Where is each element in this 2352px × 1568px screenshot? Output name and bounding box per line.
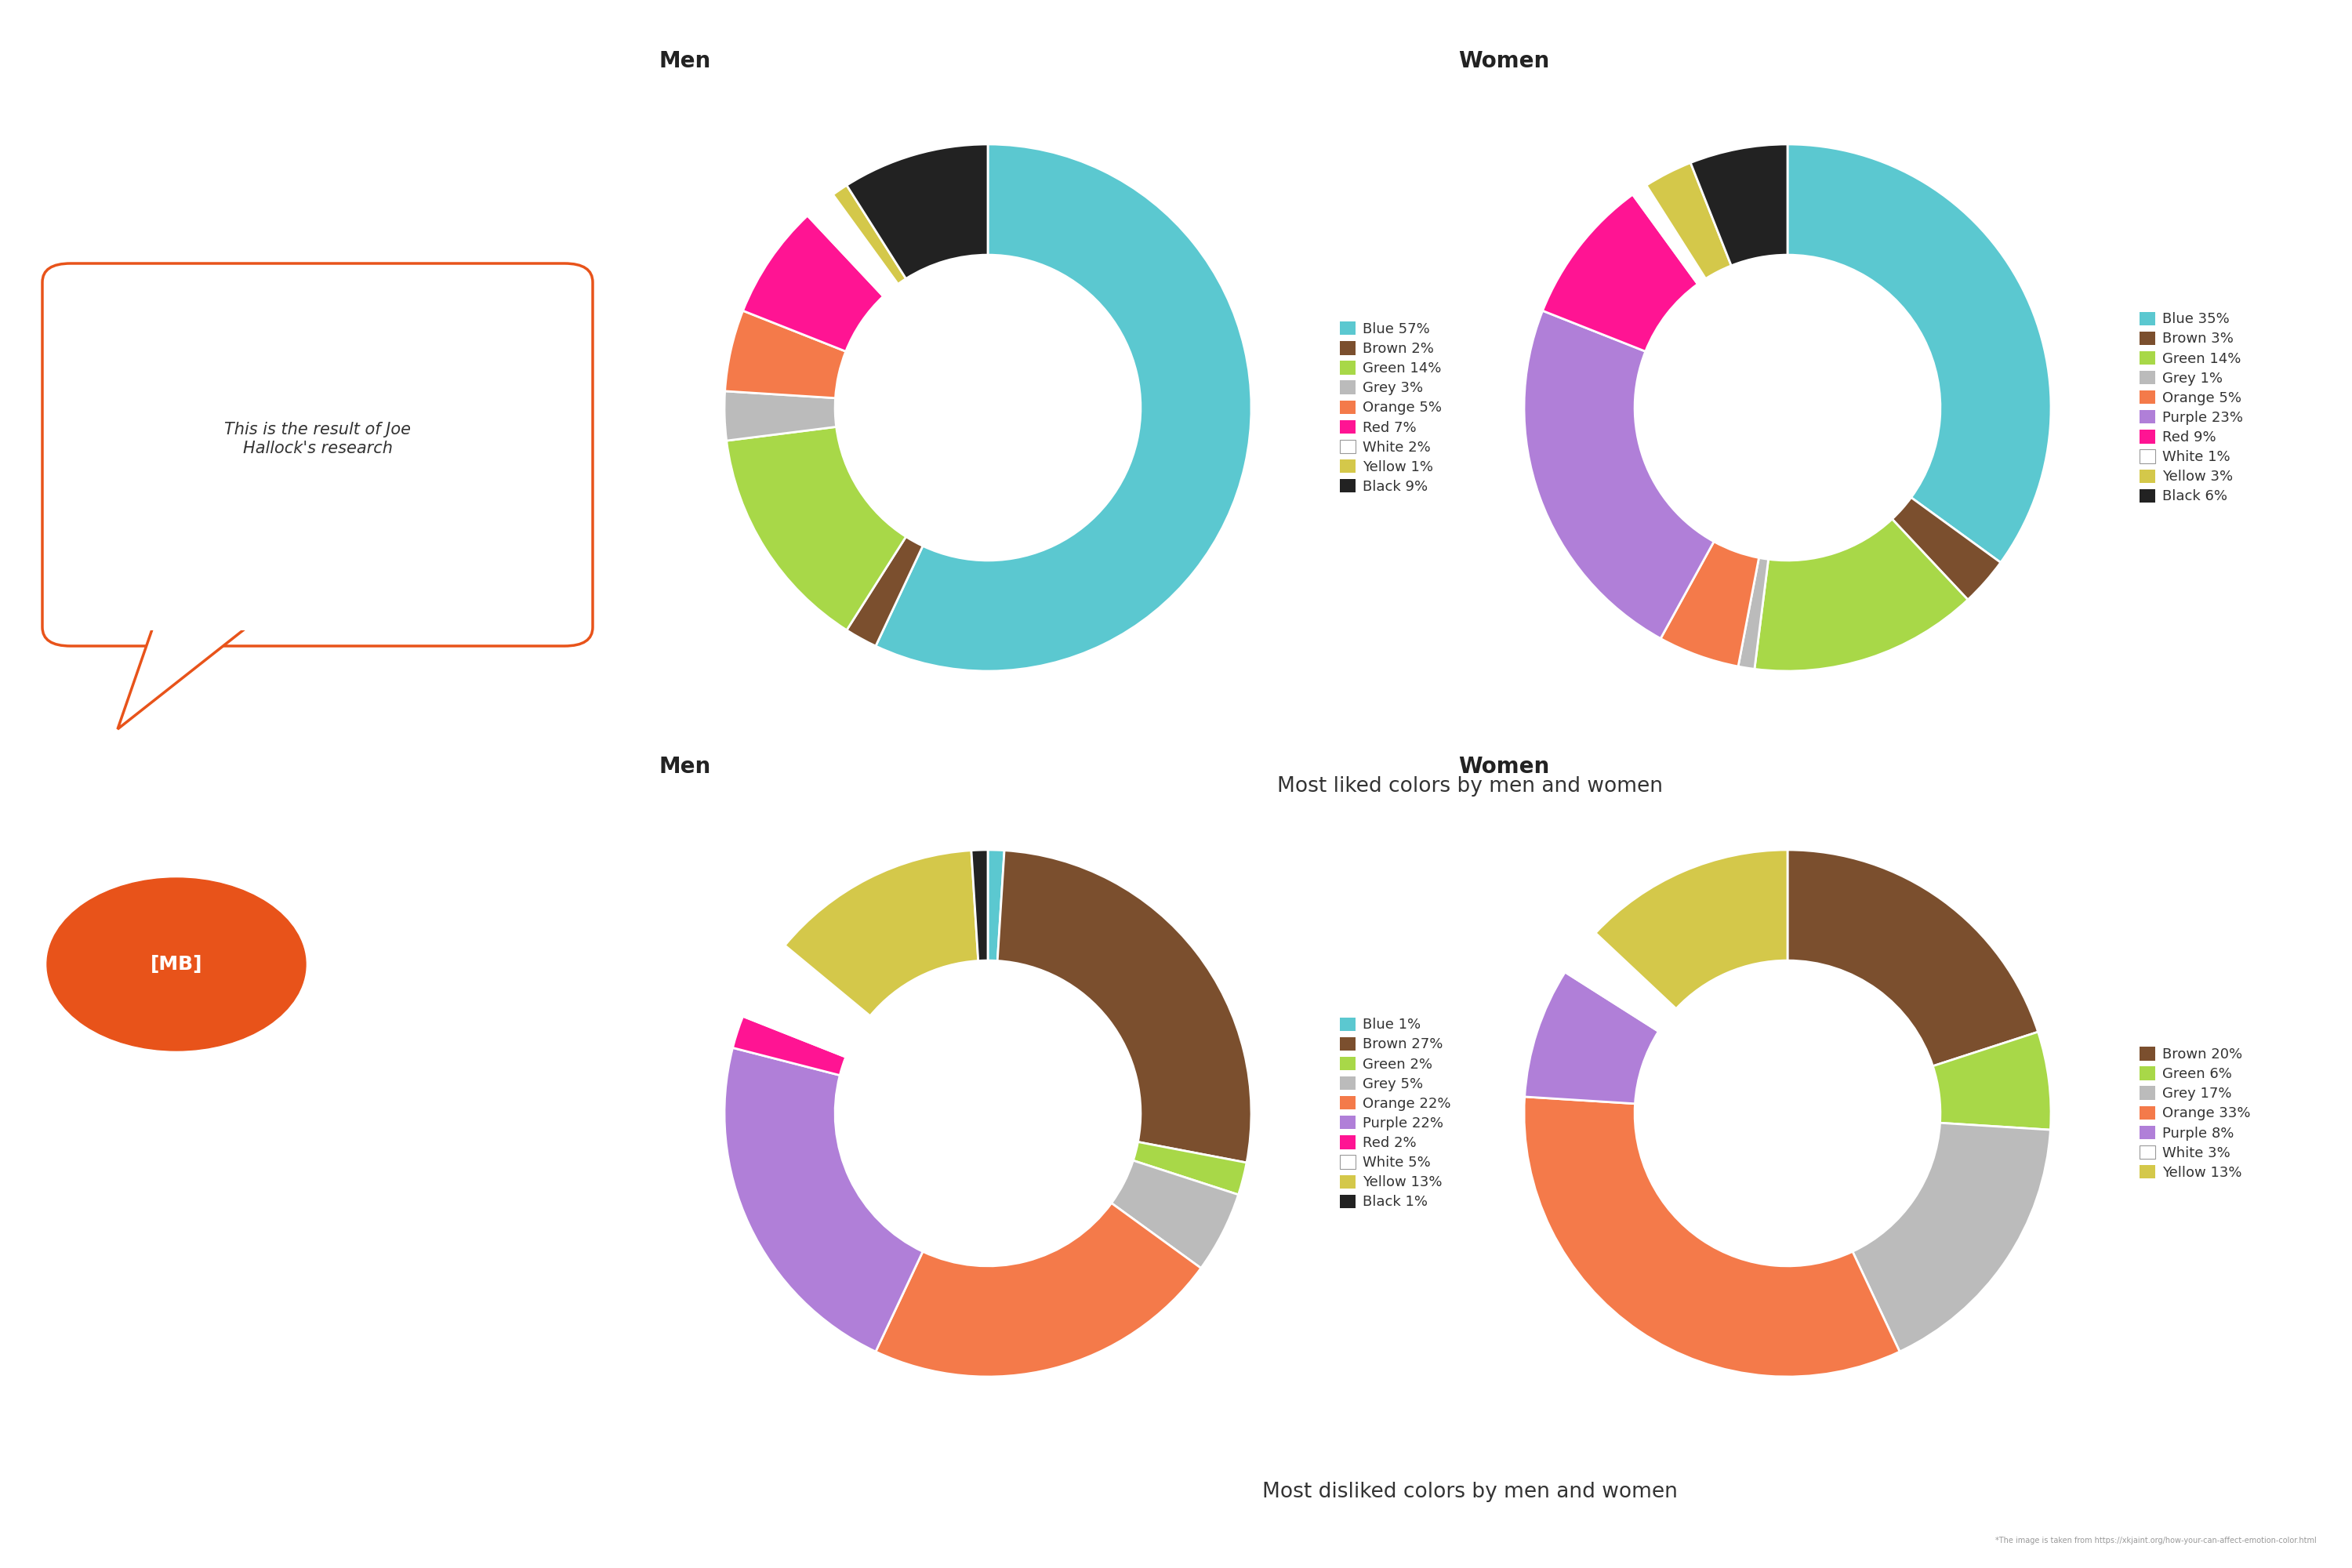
Text: *The image is taken from https://xkjaint.org/how-your-can-affect-emotion-color.h: *The image is taken from https://xkjaint… bbox=[1994, 1537, 2317, 1544]
Wedge shape bbox=[1691, 144, 1788, 265]
Wedge shape bbox=[734, 1016, 847, 1076]
Wedge shape bbox=[1595, 850, 1788, 1008]
Wedge shape bbox=[1788, 850, 2039, 1066]
Wedge shape bbox=[1564, 933, 1677, 1032]
Wedge shape bbox=[1933, 1032, 2051, 1131]
Wedge shape bbox=[1661, 541, 1759, 666]
Text: Women: Women bbox=[1458, 756, 1550, 778]
Wedge shape bbox=[875, 144, 1251, 671]
Wedge shape bbox=[847, 144, 988, 279]
Wedge shape bbox=[1755, 519, 1969, 671]
Text: Men: Men bbox=[659, 756, 710, 778]
Text: [MB]: [MB] bbox=[151, 955, 202, 974]
Text: Most liked colors by men and women: Most liked colors by men and women bbox=[1277, 776, 1663, 797]
Legend: Blue 35%, Brown 3%, Green 14%, Grey 1%, Orange 5%, Purple 23%, Red 9%, White 1%,: Blue 35%, Brown 3%, Green 14%, Grey 1%, … bbox=[2138, 309, 2246, 506]
Text: Men: Men bbox=[659, 50, 710, 72]
Text: Most disliked colors by men and women: Most disliked colors by men and women bbox=[1263, 1482, 1677, 1502]
Wedge shape bbox=[1788, 144, 2051, 563]
Wedge shape bbox=[1543, 194, 1698, 351]
Legend: Blue 57%, Brown 2%, Green 14%, Grey 3%, Orange 5%, Red 7%, White 2%, Yellow 1%, : Blue 57%, Brown 2%, Green 14%, Grey 3%, … bbox=[1338, 318, 1444, 497]
Wedge shape bbox=[1524, 310, 1715, 638]
Wedge shape bbox=[724, 1047, 922, 1352]
Legend: Blue 1%, Brown 27%, Green 2%, Grey 5%, Orange 22%, Purple 22%, Red 2%, White 5%,: Blue 1%, Brown 27%, Green 2%, Grey 5%, O… bbox=[1338, 1014, 1454, 1212]
Wedge shape bbox=[1524, 1096, 1900, 1377]
Wedge shape bbox=[1524, 972, 1658, 1104]
Wedge shape bbox=[807, 194, 898, 296]
Wedge shape bbox=[1632, 185, 1705, 284]
Wedge shape bbox=[743, 216, 884, 351]
Wedge shape bbox=[833, 185, 906, 284]
Wedge shape bbox=[997, 850, 1251, 1162]
Wedge shape bbox=[724, 390, 837, 441]
Wedge shape bbox=[1853, 1123, 2051, 1352]
Circle shape bbox=[835, 961, 1141, 1265]
Circle shape bbox=[1635, 961, 1940, 1265]
Wedge shape bbox=[875, 1203, 1202, 1377]
Wedge shape bbox=[1134, 1142, 1247, 1195]
Legend: Brown 20%, Green 6%, Grey 17%, Orange 33%, Purple 8%, White 3%, Yellow 13%: Brown 20%, Green 6%, Grey 17%, Orange 33… bbox=[2138, 1044, 2253, 1182]
Wedge shape bbox=[971, 850, 988, 961]
Wedge shape bbox=[786, 850, 978, 1016]
Circle shape bbox=[835, 256, 1141, 560]
Wedge shape bbox=[847, 536, 922, 646]
Wedge shape bbox=[1738, 558, 1769, 670]
Wedge shape bbox=[1112, 1160, 1240, 1269]
Text: This is the result of Joe
Hallock's research: This is the result of Joe Hallock's rese… bbox=[223, 422, 412, 456]
Wedge shape bbox=[988, 850, 1004, 961]
Wedge shape bbox=[724, 310, 847, 398]
Wedge shape bbox=[727, 426, 906, 630]
Text: Women: Women bbox=[1458, 50, 1550, 72]
Circle shape bbox=[1635, 256, 1940, 560]
Wedge shape bbox=[1646, 163, 1731, 279]
Wedge shape bbox=[1891, 497, 2002, 599]
Wedge shape bbox=[743, 946, 870, 1057]
